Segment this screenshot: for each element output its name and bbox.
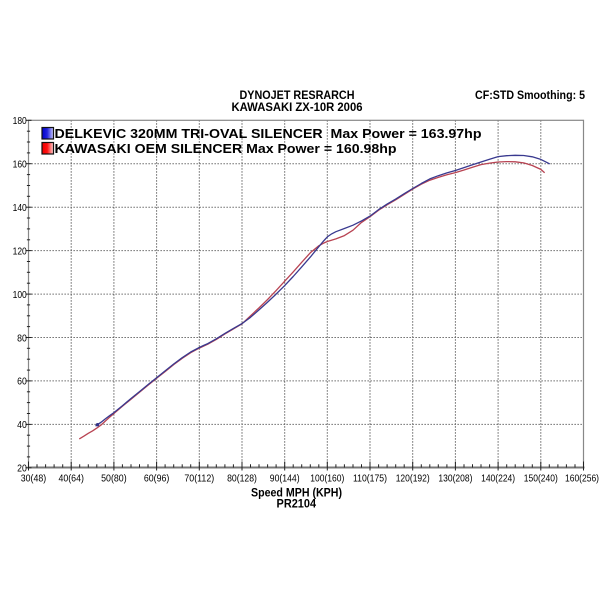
svg-text:160(256): 160(256): [565, 473, 599, 485]
svg-text:100: 100: [13, 289, 27, 301]
svg-text:60: 60: [17, 376, 27, 388]
svg-text:CF:STD Smoothing: 5: CF:STD Smoothing: 5: [475, 90, 586, 102]
svg-text:DYNOJET RESRARCH: DYNOJET RESRARCH: [240, 90, 355, 102]
svg-text:30(48): 30(48): [21, 473, 47, 485]
svg-text:50(80): 50(80): [101, 473, 127, 485]
svg-text:140: 140: [13, 202, 27, 214]
svg-text:120(192): 120(192): [396, 473, 430, 485]
svg-text:180: 180: [13, 115, 27, 127]
svg-text:110(175): 110(175): [353, 473, 387, 485]
svg-text:KAWASAKI OEM SILENCER Max Powe: KAWASAKI OEM SILENCER Max Power = 160.98…: [55, 141, 397, 156]
svg-text:160: 160: [13, 159, 27, 171]
svg-text:KAWASAKI ZX-10R 2006: KAWASAKI ZX-10R 2006: [232, 102, 363, 114]
svg-text:DELKEVIC 320MM TRI-OVAL SILENC: DELKEVIC 320MM TRI-OVAL SILENCER Max Pow…: [55, 126, 482, 141]
svg-text:60(96): 60(96): [144, 473, 170, 485]
svg-text:130(208): 130(208): [438, 473, 472, 485]
svg-text:80(128): 80(128): [227, 473, 257, 485]
svg-text:20: 20: [17, 463, 27, 475]
svg-text:150(240): 150(240): [524, 473, 558, 485]
svg-text:120: 120: [13, 245, 27, 257]
svg-text:40: 40: [17, 419, 27, 431]
svg-text:80: 80: [17, 332, 27, 344]
svg-text:40(64): 40(64): [58, 473, 84, 485]
svg-text:90(144): 90(144): [270, 473, 300, 485]
svg-text:140(224): 140(224): [481, 473, 515, 485]
svg-text:100(160): 100(160): [310, 473, 344, 485]
svg-text:PR2104: PR2104: [277, 497, 317, 511]
svg-text:70(112): 70(112): [184, 473, 214, 485]
svg-text:Speed MPH (KPH): Speed MPH (KPH): [251, 486, 342, 500]
